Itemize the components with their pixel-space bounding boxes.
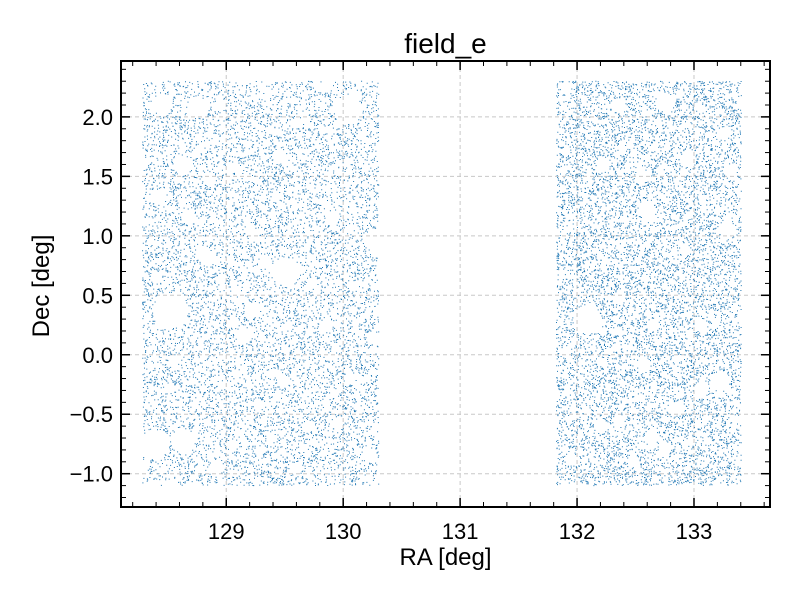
y-tick-label: 2.0	[82, 105, 113, 130]
plot-frame	[120, 60, 771, 508]
grid-layer	[121, 61, 770, 507]
y-tick-label: −1.0	[70, 462, 113, 487]
x-tick-label: 131	[442, 519, 479, 544]
chart-title: field_e	[404, 28, 487, 59]
x-tick-label: 132	[559, 519, 596, 544]
x-tick-label: 130	[325, 519, 362, 544]
scatter-point-cloud	[142, 80, 742, 487]
y-axis-title: Dec [deg]	[28, 235, 55, 338]
x-axis-title: RA [deg]	[399, 544, 491, 571]
y-tick-label: 0.0	[82, 343, 113, 368]
x-tick-label: 133	[676, 519, 713, 544]
y-tick-label: 1.5	[82, 164, 113, 189]
x-tick-labels: 129 130 131 132 133	[208, 519, 712, 544]
y-tick-labels: −1.0 −0.5 0.0 0.5 1.0 1.5 2.0	[70, 105, 113, 487]
axis-ticks	[121, 61, 770, 507]
y-tick-label: −0.5	[70, 402, 113, 427]
x-tick-label: 129	[208, 519, 245, 544]
scatter-points	[142, 80, 742, 487]
y-tick-label: 1.0	[82, 224, 113, 249]
y-tick-label: 0.5	[82, 283, 113, 308]
